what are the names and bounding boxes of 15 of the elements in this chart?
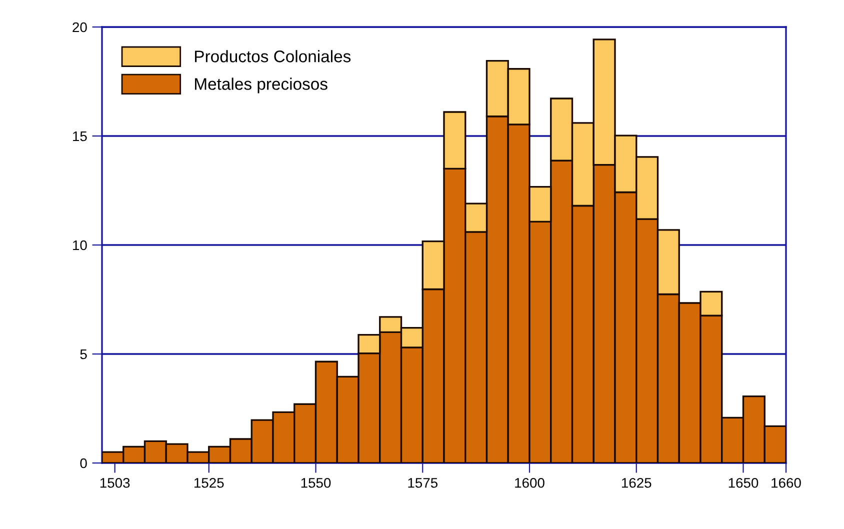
y-tick-label: 0 <box>80 458 87 468</box>
x-tick-label: 1660 <box>772 478 801 488</box>
x-tick-label: 1600 <box>515 478 544 488</box>
y-tick-label: 10 <box>73 240 87 250</box>
x-tick-label: 1525 <box>194 478 224 488</box>
y-tick-label: 20 <box>72 22 87 32</box>
x-tick-label: 1550 <box>301 478 331 488</box>
x-tick-label: 1650 <box>728 478 758 488</box>
x-tick-label: 1625 <box>622 478 652 488</box>
x-tick-label: 1575 <box>408 478 438 488</box>
y-tick-label: 15 <box>73 131 87 142</box>
x-tick-label: 1503 <box>100 478 130 488</box>
y-tick-label: 5 <box>80 349 87 360</box>
legend-label: Productos Coloniales <box>195 50 351 62</box>
legend-label: Metales preciosos <box>195 78 328 94</box>
